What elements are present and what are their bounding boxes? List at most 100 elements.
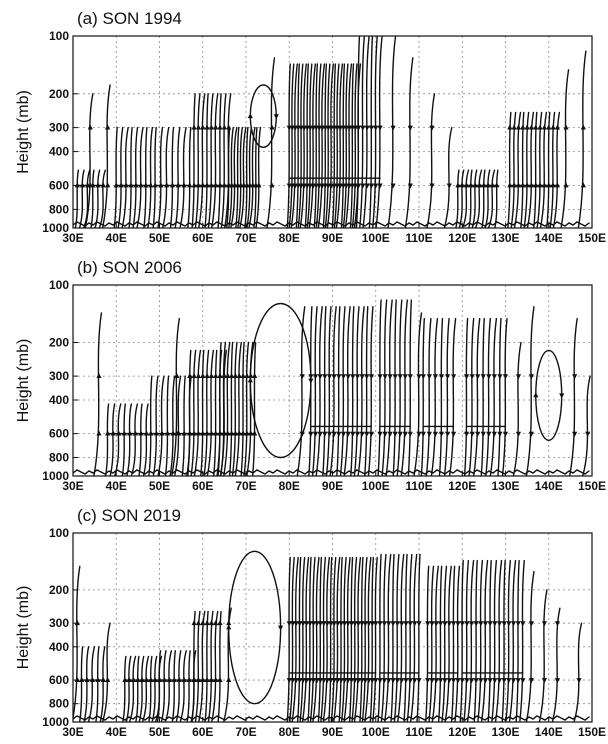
- streamline-arrow: [317, 431, 323, 437]
- y-tick-label: 100: [49, 526, 69, 540]
- streamline-arrow: [322, 431, 328, 437]
- panel-1: (a) SON 1994 Height (mb) 100 200 300 400 600 80…: [15, 9, 606, 245]
- streamline-arrow: [451, 678, 457, 684]
- streamline: [380, 553, 387, 722]
- dense-streamline-group: [148, 375, 193, 476]
- streamline-arrow: [359, 431, 365, 437]
- streamline-arrow: [464, 374, 470, 380]
- streamline: [349, 63, 355, 228]
- streamline-arrow: [286, 621, 292, 627]
- streamline-arrow: [200, 124, 206, 130]
- streamline: [381, 299, 388, 476]
- streamline-arrow: [217, 619, 223, 626]
- x-tick-label: 70E: [235, 231, 256, 245]
- streamline: [340, 556, 347, 722]
- streamline-arrow: [232, 372, 238, 379]
- panel-2: (b) SON 2006 Height (mb) 100 200 300 400 600 80…: [15, 258, 606, 493]
- streamline-arrow: [345, 431, 351, 437]
- y-tick-label: 200: [49, 583, 69, 597]
- streamline-arrow: [297, 678, 303, 684]
- streamline-arrow: [366, 678, 372, 684]
- streamline-arrow: [426, 374, 432, 380]
- streamline-arrow: [541, 678, 547, 684]
- streamline-arrow: [390, 621, 396, 627]
- streamline-arrow: [335, 621, 341, 627]
- streamline: [187, 126, 192, 228]
- streamline-arrow: [247, 377, 253, 383]
- streamline: [351, 556, 358, 722]
- streamline-arrow: [247, 112, 253, 119]
- streamline: [128, 655, 137, 722]
- streamline-arrow: [217, 124, 223, 130]
- streamline-arrow: [392, 431, 398, 437]
- streamline-arrow: [387, 431, 393, 437]
- streamline: [353, 556, 362, 722]
- streamline: [420, 317, 426, 476]
- y-tick-label: 100: [49, 278, 69, 292]
- streamline: [581, 375, 591, 476]
- streamline-arrow: [373, 125, 379, 131]
- streamline-arrow: [394, 678, 400, 684]
- streamline: [489, 317, 498, 476]
- streamline: [425, 317, 432, 476]
- x-tick-label: 140E: [535, 725, 563, 739]
- y-tick-label: 100: [49, 29, 69, 43]
- dense-streamline-group: [377, 299, 413, 476]
- streamline-arrow: [208, 124, 214, 130]
- streamline-arrow: [528, 374, 535, 380]
- y-tick-label: 400: [49, 393, 69, 407]
- streamline: [367, 306, 374, 476]
- streamline: [332, 556, 341, 722]
- streamline: [403, 553, 408, 722]
- y-tick-label: 600: [49, 673, 69, 687]
- streamline: [424, 565, 430, 722]
- y-tick-label: 1000: [42, 715, 69, 729]
- x-tick-label: 150E: [578, 479, 606, 493]
- streamline-arrow: [407, 125, 413, 131]
- streamline: [344, 63, 353, 228]
- streamline: [143, 126, 148, 228]
- dense-streamline-group: [507, 111, 561, 228]
- streamline-arrow: [355, 621, 362, 627]
- dense-streamline-group: [308, 306, 374, 476]
- streamline: [507, 111, 512, 228]
- streamline-arrow: [308, 431, 314, 437]
- streamline: [289, 556, 295, 722]
- streamline: [99, 646, 106, 722]
- streamline-arrow: [438, 431, 445, 437]
- streamline: [315, 306, 323, 476]
- streamline: [198, 93, 206, 228]
- streamline-arrow: [364, 125, 370, 131]
- x-tick-label: 120E: [448, 231, 476, 245]
- streamline: [494, 169, 499, 228]
- streamline: [286, 63, 291, 228]
- dense-streamline-group: [455, 169, 500, 228]
- streamline-arrow: [310, 621, 317, 627]
- streamline-arrow: [96, 430, 102, 436]
- streamline-arrow: [520, 621, 526, 627]
- streamline-arrow: [345, 621, 351, 627]
- streamline: [228, 341, 234, 476]
- streamline: [491, 559, 498, 722]
- streamline: [191, 610, 196, 722]
- streamline: [121, 403, 126, 476]
- streamline: [169, 126, 175, 228]
- streamline: [357, 306, 365, 476]
- streamline: [217, 610, 222, 722]
- y-tick-label: 300: [49, 616, 69, 630]
- streamline-arrow: [377, 183, 383, 189]
- streamline-arrow: [451, 431, 457, 437]
- streamline: [450, 565, 456, 722]
- streamline: [513, 111, 522, 228]
- streamline: [428, 565, 435, 722]
- streamline: [384, 553, 392, 722]
- streamline-arrow: [497, 431, 503, 437]
- streamline: [413, 312, 423, 476]
- streamline: [243, 341, 250, 476]
- streamline-arrow: [501, 678, 507, 684]
- streamline-arrow: [382, 431, 388, 437]
- streamline: [231, 341, 238, 476]
- streamline: [348, 556, 354, 722]
- x-tick-label: 40E: [106, 231, 127, 245]
- streamline: [343, 556, 351, 722]
